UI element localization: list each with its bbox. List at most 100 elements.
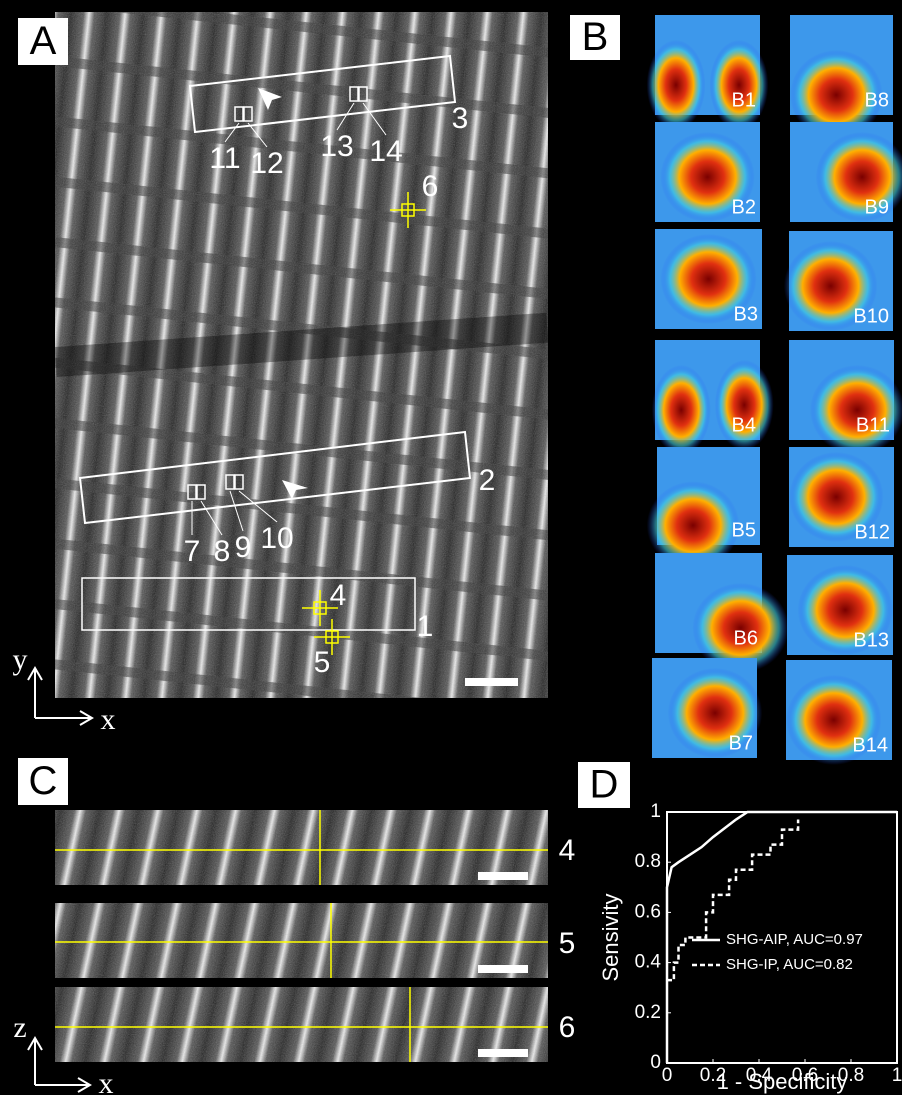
leader-line xyxy=(247,122,268,148)
scale-bar xyxy=(478,965,528,973)
micrograph-noise xyxy=(55,903,548,978)
region-box xyxy=(188,54,457,134)
axis-label: x xyxy=(101,703,116,736)
heatmap-tile xyxy=(783,231,893,331)
leader-line xyxy=(224,122,240,143)
roi-label: 10 xyxy=(260,522,293,555)
axis-label: x xyxy=(99,1067,114,1095)
roi-box xyxy=(234,106,244,122)
heatmap-spot xyxy=(660,132,755,222)
leader-line xyxy=(229,490,244,532)
point-label: 6 xyxy=(422,170,439,203)
heatmap-spot xyxy=(651,365,711,455)
heatmap-tile xyxy=(651,340,774,455)
heatmap-spot xyxy=(790,50,883,140)
heatmap-spot xyxy=(815,132,902,222)
heatmap-tile xyxy=(786,660,892,765)
panel-label-box xyxy=(570,15,620,60)
heatmap-spot xyxy=(692,583,789,673)
panel-label-box xyxy=(18,18,68,65)
heatmap-tile xyxy=(789,447,894,547)
heatmap-spot xyxy=(783,241,878,331)
tile-label: B1 xyxy=(732,89,756,111)
heatmap-spot xyxy=(667,668,763,758)
x-tick-label: 0.2 xyxy=(700,1065,726,1086)
panel-label: C xyxy=(29,759,58,803)
roc-curve xyxy=(665,810,897,1063)
heatmap-spot xyxy=(786,675,882,765)
roi-box xyxy=(225,474,235,490)
leader-line xyxy=(362,102,387,136)
row-label: 6 xyxy=(559,1011,576,1044)
panel-label: B xyxy=(582,15,609,59)
heatmap-spot xyxy=(660,234,757,324)
row-label: 5 xyxy=(559,927,576,960)
heatmap-spot xyxy=(810,365,902,455)
tile-label: B4 xyxy=(732,414,756,436)
crosshair-box xyxy=(313,601,327,615)
arrowhead xyxy=(258,88,282,110)
dark-band xyxy=(54,312,549,378)
roi-label: 8 xyxy=(214,535,231,568)
heatmap-tile xyxy=(655,553,789,673)
axis-label: y xyxy=(13,643,28,676)
roi-label: 13 xyxy=(320,130,353,163)
tile-label: B9 xyxy=(865,196,889,218)
y-tick-label: 0.2 xyxy=(635,1002,661,1023)
legend-entry: SHG-AIP, AUC=0.97 xyxy=(726,931,863,948)
tile-label: B5 xyxy=(732,519,756,541)
crosshair xyxy=(390,192,426,228)
x-axis-label: 1 - Specificity xyxy=(717,1069,848,1094)
row-label: 4 xyxy=(559,834,576,867)
roi-label: 9 xyxy=(235,531,252,564)
scale-bar xyxy=(478,1049,528,1057)
tile-label: B14 xyxy=(852,734,888,756)
leader-line xyxy=(200,500,223,536)
panel-label: D xyxy=(590,763,619,807)
crosshair xyxy=(314,619,350,655)
y-tick-label: 0 xyxy=(650,1052,661,1073)
point-label: 4 xyxy=(330,579,347,612)
axis-arrows xyxy=(27,666,94,726)
micrograph-noise xyxy=(55,12,548,698)
region-label: 2 xyxy=(479,464,496,497)
panel-label-box xyxy=(18,758,68,805)
panel-label-box xyxy=(578,762,630,808)
axis-arrows xyxy=(27,1036,92,1093)
roi-box xyxy=(358,86,368,102)
heatmap-tile xyxy=(787,555,893,655)
heatmap-tile xyxy=(655,122,760,222)
y-tick-label: 0.6 xyxy=(635,901,661,922)
region-label: 1 xyxy=(417,610,434,643)
micrograph-noise xyxy=(55,987,548,1062)
x-tick-label: 0.8 xyxy=(838,1065,864,1086)
y-tick-label: 1 xyxy=(650,801,661,822)
panel-label: A xyxy=(30,19,57,63)
scale-bar xyxy=(478,872,528,880)
roi-label: 12 xyxy=(250,147,283,180)
x-tick-label: 1 xyxy=(892,1065,902,1086)
x-tick-label: 0.4 xyxy=(746,1065,773,1086)
heatmap-spot xyxy=(797,565,893,655)
heatmap-tile xyxy=(652,658,763,758)
heatmap-spot xyxy=(646,40,706,130)
heatmap-spot xyxy=(789,452,884,542)
roi-box xyxy=(196,484,206,500)
heatmap-tile xyxy=(790,122,902,222)
roi-label: 11 xyxy=(209,142,240,175)
tile-label: B3 xyxy=(734,303,758,325)
roi-box xyxy=(234,474,244,490)
point-label: 5 xyxy=(314,646,331,679)
axis-label: z xyxy=(13,1011,26,1044)
region-box xyxy=(78,430,472,525)
tile-label: B6 xyxy=(734,627,758,649)
heatmap-tile xyxy=(789,340,902,455)
roi-box xyxy=(349,86,359,102)
scale-bar xyxy=(465,678,518,686)
crosshair-box xyxy=(325,630,339,644)
heatmap-tile xyxy=(646,15,769,130)
micrograph-noise xyxy=(55,810,548,885)
x-tick-label: 0 xyxy=(662,1065,673,1086)
